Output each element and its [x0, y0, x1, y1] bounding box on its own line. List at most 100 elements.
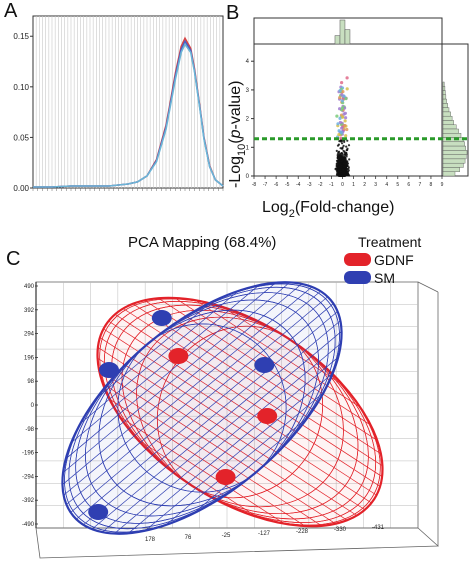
chart-b-point [340, 126, 344, 130]
chart-c-ellipsoid-gdnf-parallel [97, 347, 358, 516]
chart-a-series-line [33, 42, 224, 188]
chart-b-point [340, 93, 344, 97]
chart-c-ellipsoid-sm-parallel [80, 290, 239, 424]
chart-c-z-ticks: 490 392 294 196 98 0 -98 -196 -294 -392 -490 [22, 284, 38, 528]
chart-b-x-tick-label: 5 [396, 182, 399, 188]
chart-b-point [337, 133, 341, 137]
chart-b-x-tick-label: -5 [285, 182, 290, 188]
chart-b-point [347, 169, 350, 172]
chart-c-z-tick-label: -196 [22, 451, 35, 457]
chart-b-point [338, 96, 342, 100]
chart-c-title: PCA Mapping (68.4%) [128, 234, 276, 251]
chart-b-point [346, 172, 349, 175]
chart-b-point [345, 76, 349, 80]
chart-b-x-tick-label: 8 [430, 182, 433, 188]
chart-c-ellipsoid-sm-parallel [114, 343, 342, 534]
chart-b-x-ticks: -8 -7 -6 -5 -4 -3 -2 -1 0 1 2 3 4 5 6 7 8 9 [252, 176, 444, 188]
chart-c-ellipsoid-gdnf-parallel [102, 383, 322, 527]
chart-b-y-tick-label: 1 [246, 145, 250, 151]
chart-b-point [342, 157, 345, 160]
chart-b-x-axis-label: Log2(Fold-change) [262, 199, 394, 220]
panel-letter-c: C [6, 248, 21, 270]
chart-b-point [338, 89, 342, 93]
panel-letter-a: A [4, 0, 18, 22]
chart-c-box-edge [417, 281, 439, 293]
chart-b-x-tick-label: 6 [407, 182, 410, 188]
chart-c-x-tick-label: -127 [258, 531, 271, 537]
chart-b-right-hist-bar [442, 171, 456, 177]
chart-b-point [341, 154, 344, 157]
chart-c-z-tick-label: -392 [22, 498, 35, 504]
chart-b-point [338, 116, 342, 120]
chart-c-ellipsoid-gdnf-parallel [114, 314, 381, 487]
chart-b-point [339, 147, 342, 150]
chart-c-x-tick-label: -330 [334, 527, 347, 533]
chart-c-ellipsoid-sm-parallel [95, 301, 212, 399]
chart-c-z-tick-label: 490 [24, 284, 35, 290]
chart-c-point-sm [99, 362, 119, 378]
chart-c-box-floor [35, 527, 440, 559]
chart-b-point [340, 166, 343, 169]
chart-b-x-tick-label: 9 [441, 182, 444, 188]
chart-c-point-sm [88, 504, 109, 520]
chart-b-x-tick-label: -6 [274, 182, 279, 188]
chart-b-x-tick-label: -7 [263, 182, 268, 188]
chart-c-ellipsoid-sm-parallel [65, 282, 276, 460]
chart-c-ellipsoid-gdnf-parallel [122, 308, 383, 477]
chart-b-point [343, 160, 346, 163]
chart-c-ellipsoid-sm-parallel [62, 282, 290, 473]
chart-b-point [342, 144, 345, 147]
chart-c-x-tick-label: 178 [145, 537, 156, 543]
chart-b-point [338, 120, 342, 125]
chart-b-point [345, 87, 349, 91]
chart-c-ellipsoid-sm-parallel [128, 356, 339, 534]
chart-c-ellipsoid-sm-parallel [62, 283, 302, 485]
chart-c-x-tick-label: -228 [296, 529, 309, 535]
chart-b-point [343, 171, 346, 174]
chart-c-ellipsoid-gdnf-parallel [97, 357, 348, 521]
chart-c-ellipsoid-sm-parallel [144, 373, 334, 532]
chart-b-point [345, 145, 348, 148]
chart-b-y-tick-label: 3 [246, 88, 250, 94]
chart-c-z-tick-label: 294 [24, 332, 35, 338]
chart-c-ellipsoid-sm-parallel [91, 320, 341, 530]
chart-c-ellipsoid-gdnf-parallel [195, 299, 361, 408]
chart-c-ellipsoid-sm-parallel [83, 311, 338, 526]
chart-b-y-tick-label: 4 [246, 59, 250, 65]
chart-c-z-tick-label: 0 [31, 403, 35, 409]
chart-b-point [341, 142, 344, 145]
chart-c-ellipsoid-gdnf-parallel [99, 337, 366, 510]
chart-b-x-tick-label: 3 [374, 182, 377, 188]
chart-c-point-gdnf [257, 408, 278, 424]
chart-c-ellipsoids [61, 281, 384, 535]
chart-b-point [341, 90, 345, 94]
chart-c-point-gdnf [168, 348, 189, 364]
chart-c-point-gdnf [215, 469, 236, 485]
chart-c-ellipsoid-sm [61, 281, 343, 535]
chart-c-z-tick-label: -98 [25, 427, 34, 433]
chart-b-point [341, 147, 344, 150]
legend-swatch-sm [344, 271, 371, 284]
chart-c-z-tick-label: -490 [22, 522, 35, 528]
chart-c-x-tick-label: 76 [185, 535, 192, 541]
chart-c-ellipsoid-sm-parallel [102, 331, 342, 533]
chart-b-point [337, 143, 340, 146]
chart-b-point [344, 134, 348, 138]
chart-b-x-tick-label: -2 [318, 182, 323, 188]
chart-c-ellipsoid-sm-parallel [165, 392, 324, 526]
chart-b-point [336, 122, 340, 126]
chart-b-point [344, 116, 348, 120]
chart-b-point [347, 144, 351, 147]
panel-letter-b: B [226, 2, 240, 24]
chart-b-right-histogram [442, 81, 468, 177]
legend-title: Treatment [358, 234, 421, 250]
legend: GDNF SM [344, 252, 414, 286]
chart-b-point [344, 97, 348, 101]
chart-b-point [339, 136, 343, 140]
chart-b-point [338, 174, 341, 177]
chart-c-z-tick-label: 196 [24, 355, 35, 361]
chart-b-top-hist-bar [344, 29, 351, 45]
chart-a-x-ticks [32, 188, 224, 191]
chart-b-point [345, 152, 348, 155]
legend-label-sm: SM [374, 270, 395, 286]
